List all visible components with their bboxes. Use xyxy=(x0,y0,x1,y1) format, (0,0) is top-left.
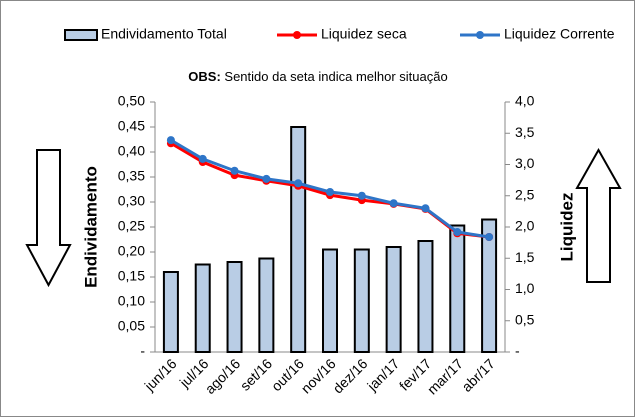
y2-tick-label: 0,5 xyxy=(515,311,535,327)
y2-tick-label: 2,5 xyxy=(515,186,535,202)
y2-tick-label: 4,0 xyxy=(515,93,535,109)
y-tick-label: 0,20 xyxy=(118,243,145,259)
y2-tick-label: 1,0 xyxy=(515,280,535,296)
y-tick-label: 0,30 xyxy=(118,193,145,209)
line-marker xyxy=(357,191,366,200)
legend-marker xyxy=(476,31,484,39)
obs-label: OBS: xyxy=(188,69,221,84)
legend-marker xyxy=(293,31,301,39)
line-marker xyxy=(453,228,462,236)
bar xyxy=(258,257,275,353)
bar xyxy=(353,248,370,353)
down-arrow xyxy=(25,149,72,288)
line-marker xyxy=(166,136,175,145)
legend-label: Liquidez seca xyxy=(321,26,407,42)
line-marker xyxy=(198,154,207,163)
y2-tick-label: 3,5 xyxy=(515,124,535,140)
up-arrow xyxy=(575,147,622,283)
y-axis-label: Endividamento xyxy=(81,166,100,288)
obs-text: Sentido da seta indica melhor situação xyxy=(224,69,447,84)
y2-tick-label: 1,5 xyxy=(515,249,535,265)
y2-tick-label: - xyxy=(515,343,520,359)
obs-note: OBS: Sentido da seta indica melhor situa… xyxy=(188,69,447,84)
y-tick-label: 0,40 xyxy=(118,143,145,159)
bar xyxy=(290,126,307,353)
line-marker xyxy=(421,204,430,213)
bar xyxy=(322,248,338,353)
bar xyxy=(449,224,466,353)
y-tick-label: 0,45 xyxy=(118,118,145,134)
legend-label: Endividamento Total xyxy=(101,26,227,42)
line-marker xyxy=(230,166,239,175)
y-tick-label: 0,15 xyxy=(118,268,145,284)
line-marker xyxy=(389,199,398,208)
line-marker xyxy=(294,179,303,188)
y-tick-label: 0,10 xyxy=(118,293,145,309)
line-marker xyxy=(262,174,271,183)
y2-tick-label: 2,0 xyxy=(515,218,535,234)
legend-swatch xyxy=(64,29,98,41)
y-tick-label: 0,25 xyxy=(118,218,145,234)
bar xyxy=(162,271,179,353)
bar xyxy=(417,240,434,353)
y-tick-label: 0,35 xyxy=(118,168,145,184)
bar xyxy=(385,246,402,353)
bar xyxy=(481,218,498,353)
y2-tick-label: 3,0 xyxy=(515,155,535,171)
bar xyxy=(226,261,243,353)
bar xyxy=(194,263,211,353)
line-marker xyxy=(485,233,494,241)
line-marker xyxy=(326,188,334,196)
y2-axis-label: Liquidez xyxy=(557,193,576,262)
y-tick-label: 0,05 xyxy=(118,318,145,334)
legend-label: Liquidez Corrente xyxy=(504,26,615,42)
y-tick-label: - xyxy=(140,343,145,359)
y-tick-label: 0,50 xyxy=(118,93,145,109)
